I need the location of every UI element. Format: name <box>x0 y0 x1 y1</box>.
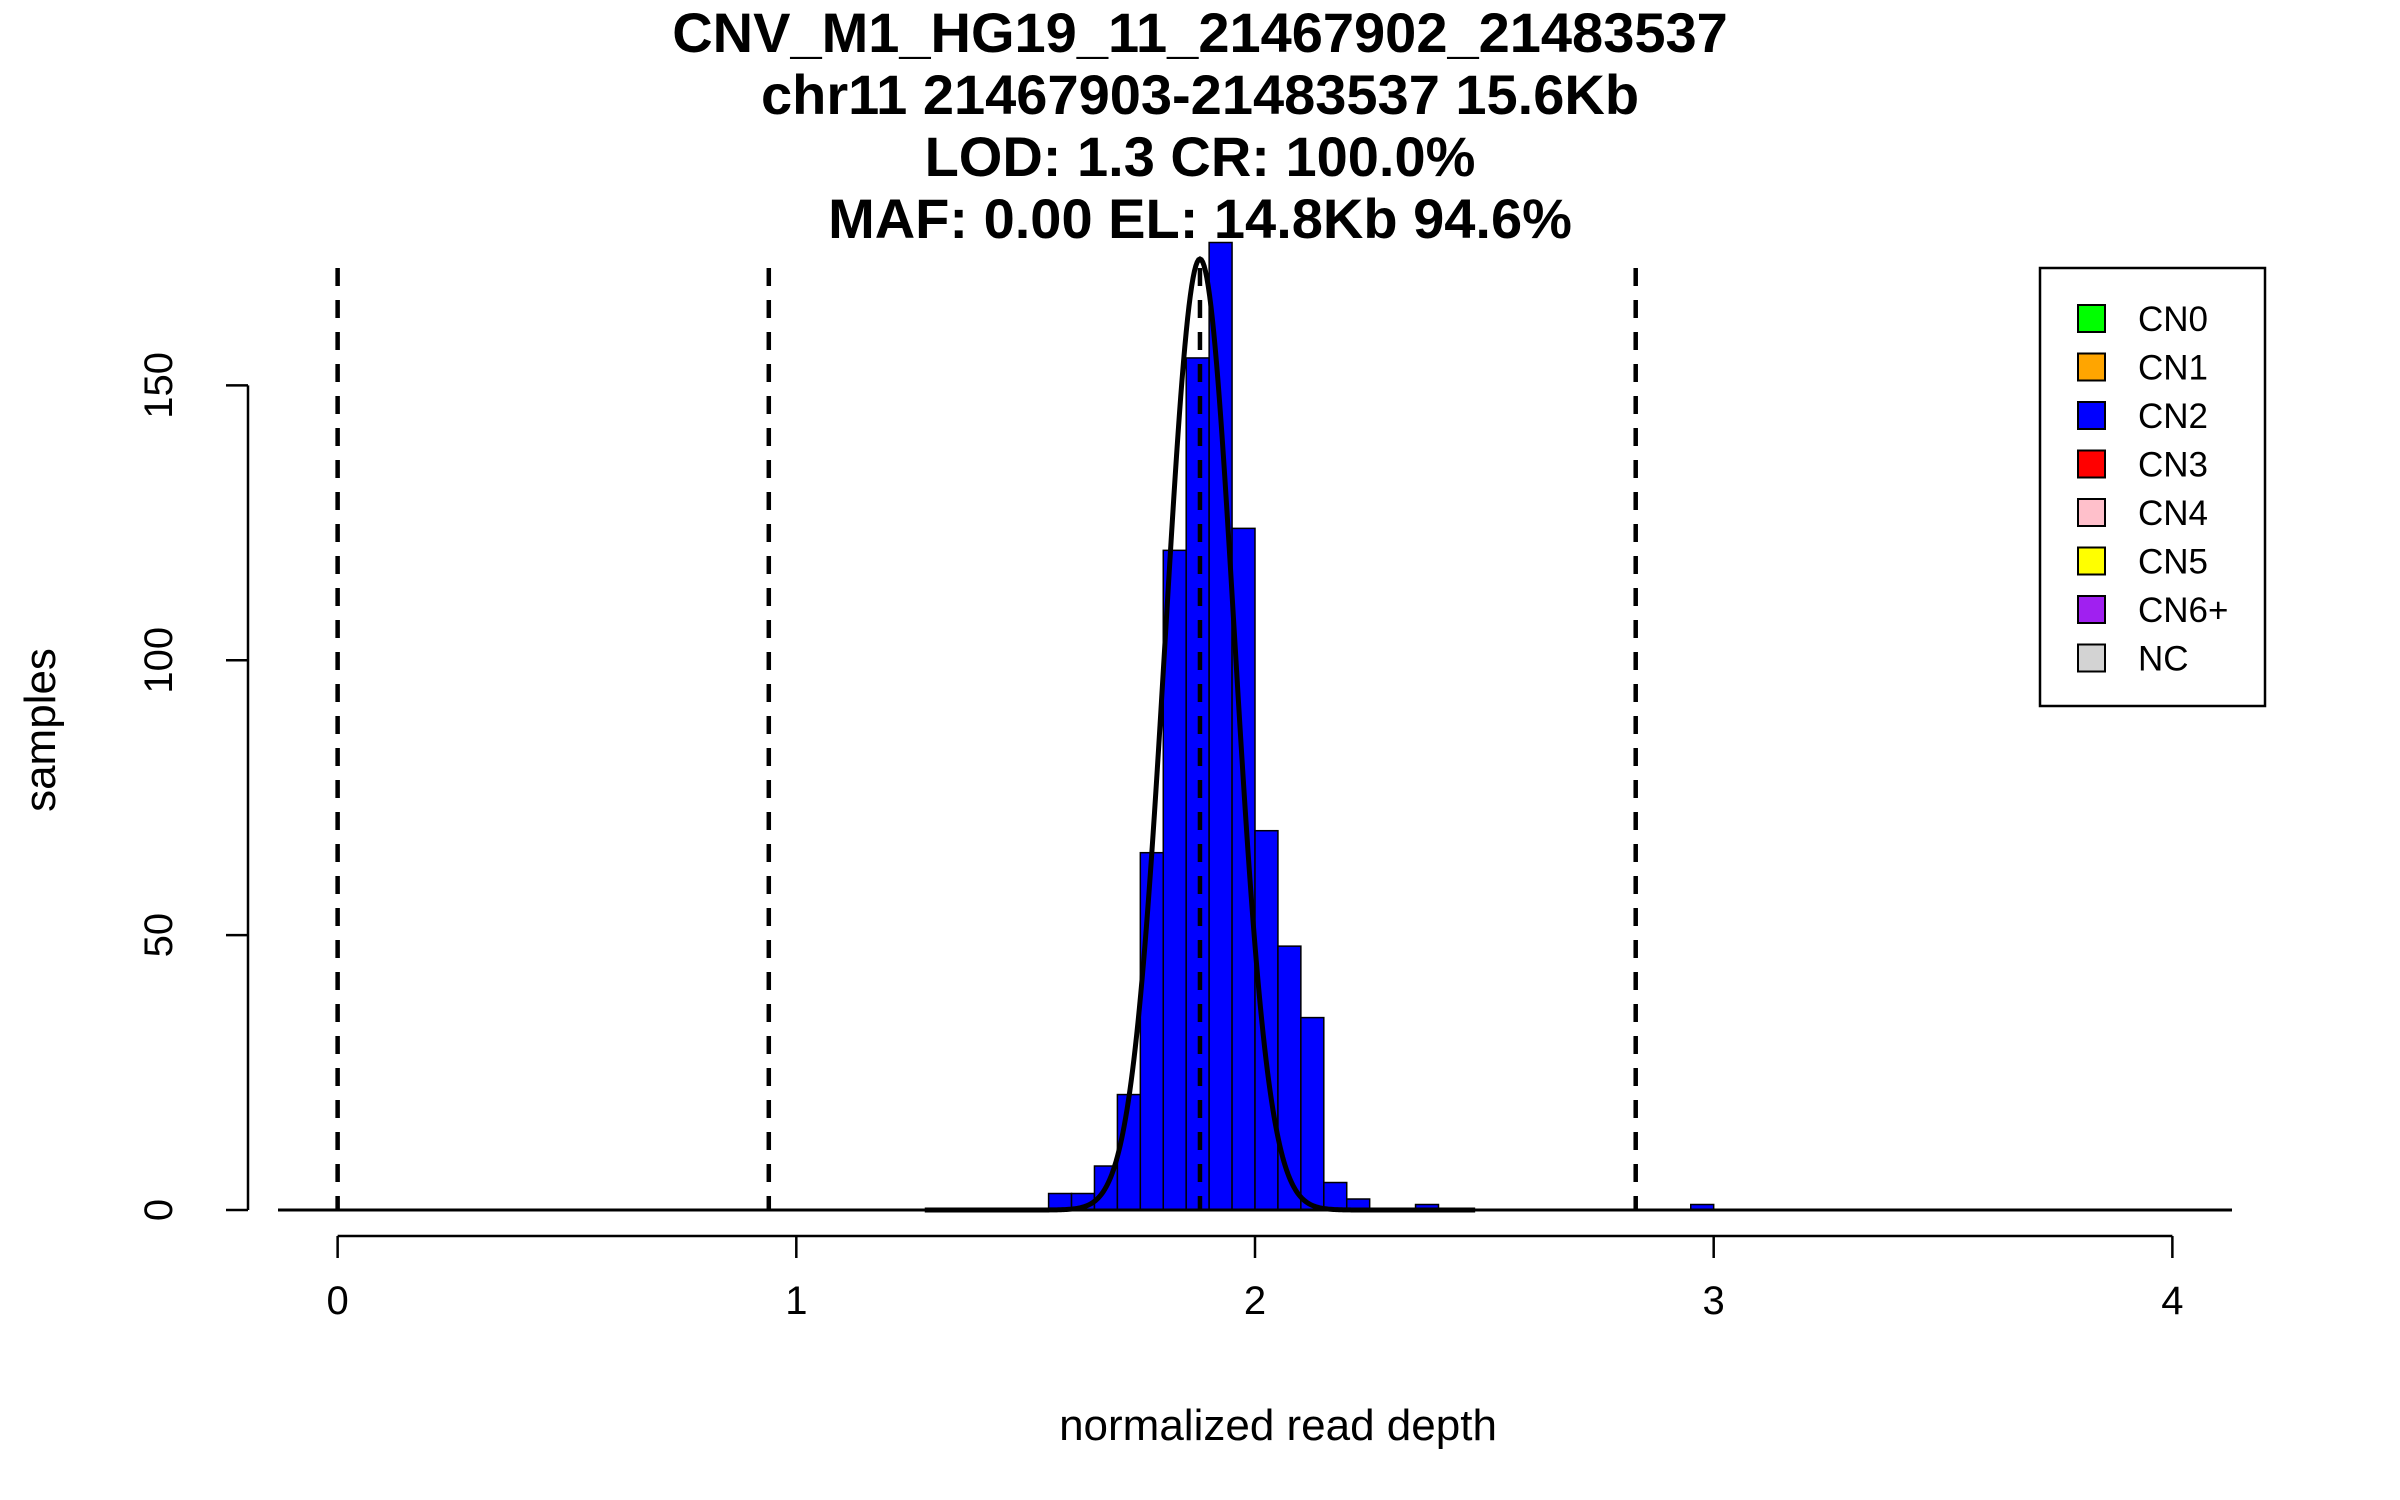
legend-swatch-cn3 <box>2077 449 2106 479</box>
legend-swatch-cn6plus <box>2077 595 2106 624</box>
histogram-bar-6 <box>1185 357 1210 1211</box>
x-axis: 0 1 2 3 4 <box>327 1234 2183 1323</box>
legend-label-cn3: CN3 <box>2138 446 2208 485</box>
title-line-4: MAF: 0.00 EL: 14.8Kb 94.6% <box>828 187 1572 250</box>
histogram-bar-10 <box>1277 945 1302 1211</box>
x-axis-label: normalized read depth <box>1059 1401 1497 1450</box>
histogram-bar-4 <box>1139 851 1165 1211</box>
fit-curve-group <box>924 256 1476 1213</box>
histogram-bar-12 <box>1323 1181 1348 1211</box>
y-tick-label-0: 0 <box>137 1199 181 1221</box>
legend-label-cn1: CN1 <box>2138 349 2208 388</box>
cutoff-lines <box>335 268 1638 1210</box>
x-tick-label-2: 2 <box>1244 1279 1266 1323</box>
title-line-3: LOD: 1.3 CR: 100.0% <box>925 125 1476 188</box>
legend-swatch-nc <box>2077 643 2106 673</box>
legend-swatch-cn1 <box>2077 352 2106 382</box>
legend-label-cn2: CN2 <box>2138 397 2208 436</box>
legend-box <box>2038 266 2267 708</box>
x-tick-label-3: 3 <box>1703 1279 1725 1323</box>
title-line-1: CNV_M1_HG19_11_21467902_21483537 <box>672 1 1728 64</box>
y-tick-label-1: 50 <box>137 913 181 958</box>
histogram-bars <box>1047 241 1715 1211</box>
histogram-bar-9 <box>1254 829 1279 1211</box>
legend-swatch-cn4 <box>2077 498 2106 527</box>
legend-label-cn0: CN0 <box>2138 300 2208 339</box>
legend-label-cn6plus: CN6+ <box>2138 591 2228 630</box>
legend-swatch-cn0 <box>2077 304 2106 333</box>
x-tick-label-0: 0 <box>327 1279 349 1323</box>
x-tick-label-4: 4 <box>2161 1279 2183 1323</box>
histogram-bar-11 <box>1300 1016 1325 1211</box>
title-line-2: chr11 21467903-21483537 15.6Kb <box>761 63 1639 126</box>
chart-title: CNV_M1_HG19_11_21467902_21483537 chr11 2… <box>672 1 1728 250</box>
y-axis: 0 50 100 150 <box>137 352 250 1221</box>
fit-curve <box>924 256 1476 1213</box>
legend-label-nc: NC <box>2138 640 2189 679</box>
legend-swatch-cn5 <box>2077 546 2106 576</box>
legend-label-cn4: CN4 <box>2138 494 2208 533</box>
y-tick-label-3: 150 <box>137 352 181 419</box>
legend: CN0 CN1 CN2 CN3 CN4 CN5 CN6+ NC <box>2038 266 2267 708</box>
y-tick-label-2: 100 <box>137 627 181 694</box>
legend-label-cn5: CN5 <box>2138 543 2208 582</box>
x-tick-label-1: 1 <box>785 1279 807 1323</box>
y-axis-label: samples <box>16 648 65 812</box>
legend-swatch-cn2 <box>2077 401 2106 430</box>
